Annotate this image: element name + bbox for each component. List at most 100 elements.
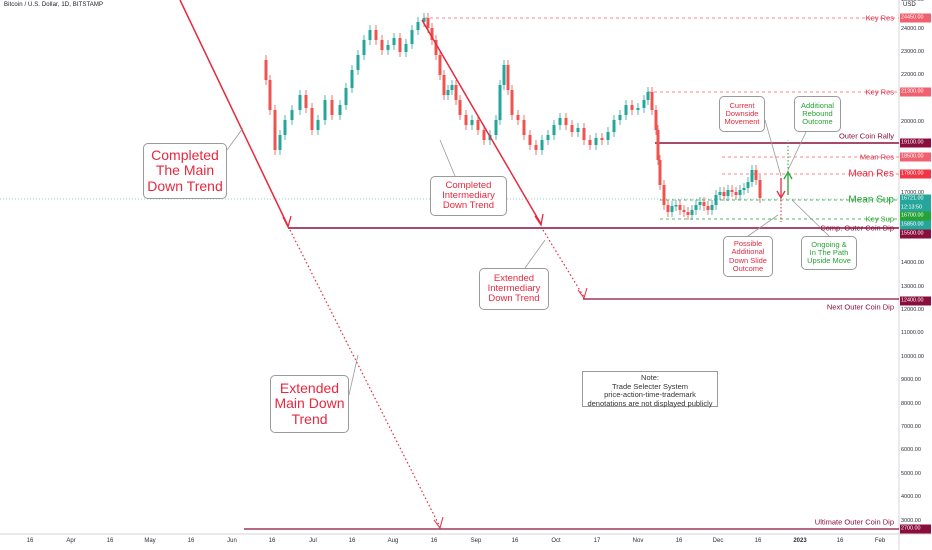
- candle-body: [392, 38, 396, 45]
- candle-body: [588, 140, 592, 145]
- extended-intermediary-trend-line: [542, 229, 585, 298]
- candle-body: [316, 120, 320, 130]
- callout-pointer: [439, 139, 456, 177]
- extended-main-trend-callout[interactable]: Extended Main Down Trend: [270, 375, 349, 433]
- price-tick-label: 3000.00: [901, 518, 921, 524]
- extended-intermediary-trend-callout[interactable]: Extended Intermediary Down Trend: [479, 268, 549, 310]
- price-tag-last-price: 16721.00: [900, 194, 931, 204]
- candle-body: [416, 22, 420, 30]
- candle-body: [706, 206, 710, 210]
- candle-body: [722, 192, 726, 196]
- time-tick-label: 16: [675, 538, 683, 544]
- downside-arrow-head: [776, 190, 786, 200]
- candle-body: [662, 185, 666, 205]
- candle-body: [298, 95, 302, 110]
- price-tag-next-outer-coin-dip: 12400.00: [900, 296, 931, 306]
- additional-rebound-callout[interactable]: Additional Rebound Outcome: [794, 96, 841, 132]
- extended-main-trend-line: [289, 229, 441, 528]
- price-tick-label: 20000.00: [901, 119, 924, 125]
- candle-body: [650, 92, 654, 110]
- price-tick-label: 10000.00: [901, 354, 924, 360]
- time-tick-label: Sep: [470, 538, 482, 544]
- possible-downslide-callout[interactable]: Possible Additional Down Slide Outcome: [723, 236, 773, 277]
- time-tick-label: Apr: [66, 538, 76, 544]
- candle-body: [686, 212, 690, 215]
- outer-coin-rally-label: Outer Coin Rally: [838, 131, 894, 141]
- ongoing-upside-callout[interactable]: Ongoing & In The Path Upside Move: [801, 236, 857, 270]
- candle-body: [710, 205, 714, 210]
- candle-body: [458, 100, 462, 115]
- price-tick-label: 5000.00: [901, 471, 921, 477]
- completed-intermediary-trend-callout[interactable]: Completed Intermediary Down Trend: [430, 176, 507, 216]
- price-tick-label: 17000.00: [901, 190, 924, 196]
- mean-sup-label: Mean Sup: [848, 194, 894, 206]
- mean-res-label: Mean Res: [859, 152, 894, 162]
- completed-main-trend-callout[interactable]: Completed The Main Down Trend: [143, 143, 227, 199]
- candle-body: [702, 202, 706, 206]
- extended-main-trend-arrow: [433, 516, 444, 530]
- main-down-trend-arrow: [282, 215, 292, 229]
- candle-body: [546, 135, 550, 140]
- time-tick-label: Dec: [712, 538, 724, 544]
- callout-pointer: [747, 214, 779, 237]
- candle-body: [746, 182, 750, 188]
- callout-pointer: [764, 119, 782, 177]
- candle-body: [510, 90, 514, 115]
- candle-body: [450, 85, 454, 90]
- candle-body: [730, 190, 734, 192]
- candle-body: [600, 138, 604, 140]
- candle-body: [344, 88, 348, 105]
- time-tick-label: 16: [268, 538, 276, 544]
- candle-body: [290, 110, 294, 120]
- candle-body: [356, 55, 360, 70]
- candle-body: [682, 210, 686, 212]
- time-tick-label: 17: [593, 538, 601, 544]
- price-tag-mean-res: 18500.00: [900, 152, 931, 162]
- disclaimer-note[interactable]: Note: Trade Selecter System price-action…: [582, 371, 718, 408]
- time-tick-label: Aug: [387, 538, 399, 544]
- price-tag-key-res: 24450.00: [900, 13, 931, 23]
- time-tick-label: 16: [754, 538, 762, 544]
- candle-body: [564, 118, 568, 125]
- candle-body: [678, 205, 682, 210]
- candle-body: [464, 115, 468, 125]
- price-tick-label: 23000.00: [901, 49, 924, 55]
- candle-body: [714, 195, 718, 205]
- candle-body: [430, 28, 434, 40]
- candle-body: [434, 40, 438, 55]
- symbol-title[interactable]: Bitcoin / U.S. Dollar, 1D, BITSTAMP: [4, 2, 104, 8]
- candle-body: [666, 205, 670, 212]
- currency-label: USD: [903, 2, 916, 8]
- candle-body: [570, 125, 574, 132]
- price-tag-mean-sup: 16700.00: [900, 211, 931, 221]
- time-tick-label: Jun: [227, 538, 237, 544]
- candle-body: [738, 190, 742, 195]
- price-tick-label: 14000.00: [901, 260, 924, 266]
- candle-body: [754, 170, 758, 180]
- candle-body: [442, 75, 446, 95]
- price-tag-ultimate-outer-coin-dip: 2700.00: [900, 524, 931, 534]
- candle-body: [528, 135, 532, 145]
- candle-body: [540, 140, 544, 150]
- candle-body: [636, 108, 640, 110]
- candle-body: [674, 205, 678, 207]
- candle-body: [502, 65, 506, 85]
- mean-res-label-2: Mean Res: [848, 168, 894, 180]
- candle-body: [758, 180, 762, 198]
- candle-body: [330, 100, 334, 115]
- price-tick-label: 24000.00: [901, 26, 924, 32]
- current-downside-callout[interactable]: Current Downside Movement: [719, 96, 765, 132]
- candle-body: [646, 92, 650, 100]
- candle-body: [374, 30, 378, 40]
- price-tick-label: 8000.00: [901, 401, 921, 407]
- candle-body: [278, 135, 282, 150]
- time-tick-label: 16: [106, 538, 114, 544]
- time-tick-label: Nov: [632, 538, 644, 544]
- candle-body: [654, 110, 658, 130]
- price-tag-outer-coin-rally: 19100.00: [900, 138, 931, 148]
- main-down-trend-line: [179, 0, 289, 227]
- key-res-label-2: Key Res: [865, 87, 894, 97]
- candle-body: [606, 132, 610, 140]
- candle-body: [656, 130, 660, 160]
